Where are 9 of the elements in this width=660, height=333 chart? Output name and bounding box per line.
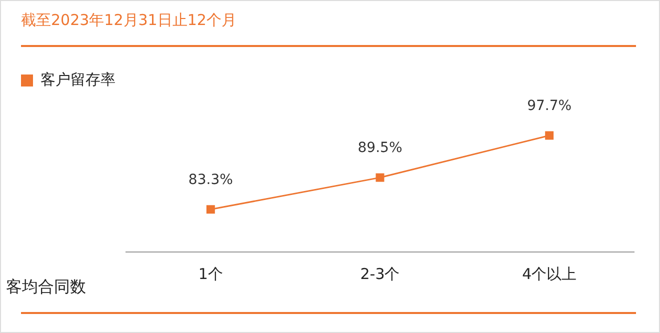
- x-axis-title: 客均合同数: [6, 277, 86, 296]
- x-tick-label: 4个以上: [522, 264, 577, 283]
- data-label: 89.5%: [358, 140, 402, 156]
- legend-label: 客户留存率: [40, 70, 116, 88]
- data-label: 83.3%: [188, 172, 233, 188]
- chart-title: 截至2023年12月31日止12个月: [21, 11, 236, 30]
- x-tick-label: 1个: [198, 264, 223, 283]
- x-tick-label: 2-3个: [360, 264, 400, 283]
- data-label: 97.7%: [527, 98, 572, 114]
